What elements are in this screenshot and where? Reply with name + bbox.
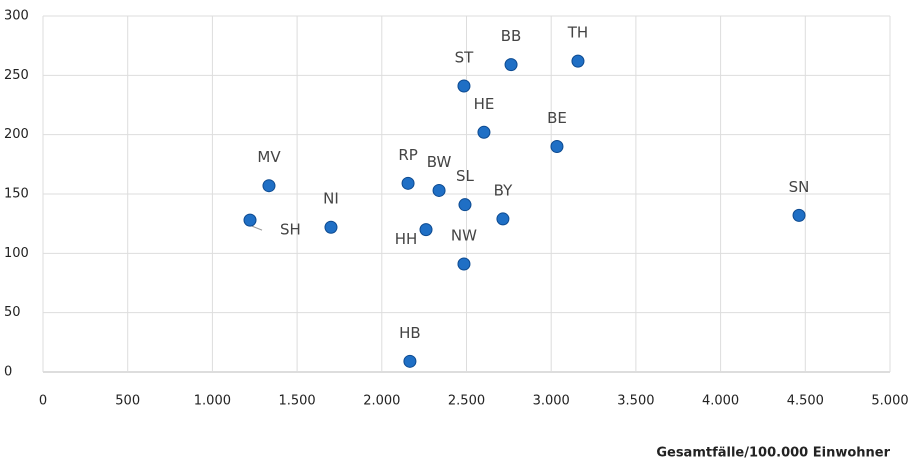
x-tick-label: 500 (115, 394, 140, 409)
y-tick-label: 50 (4, 305, 21, 320)
point (432, 183, 446, 197)
point (496, 212, 510, 226)
x-tick-label: 5.000 (871, 394, 908, 409)
leader-line (251, 225, 263, 231)
point-label: BW (427, 153, 452, 171)
point-label: NW (451, 227, 477, 245)
point-label: NI (323, 190, 339, 208)
point (324, 220, 338, 234)
point-label: MV (257, 148, 281, 166)
point (550, 140, 564, 154)
x-tick-label: 1.500 (278, 394, 315, 409)
point-label: SL (456, 167, 475, 185)
point (457, 257, 471, 271)
point (504, 58, 518, 72)
point-label: SN (789, 178, 810, 196)
point-label: TH (567, 24, 588, 42)
y-tick-label: 100 (4, 246, 29, 261)
x-tick-label: 0 (39, 394, 47, 409)
point-label: HE (474, 95, 495, 113)
x-tick-label: 2.500 (448, 394, 485, 409)
x-axis-label: Gesamtfälle/100.000 Einwohner (656, 446, 890, 461)
point-label: SH (280, 221, 301, 239)
point (401, 176, 415, 190)
point (792, 208, 806, 222)
x-tick-label: 4.500 (787, 394, 824, 409)
point-label: HB (399, 324, 421, 342)
y-tick-label: 150 (4, 187, 29, 202)
y-tick-label: 0 (4, 365, 12, 380)
point (458, 198, 472, 212)
point (477, 125, 491, 139)
point-label: BB (501, 27, 522, 45)
point-label: ST (455, 49, 475, 67)
point-label: RP (398, 146, 417, 164)
y-tick-label: 250 (4, 68, 29, 83)
point (403, 354, 417, 368)
x-tick-label: 3.000 (533, 394, 570, 409)
point-label: HH (395, 230, 418, 248)
y-tick-label: 200 (4, 127, 29, 142)
point (243, 213, 257, 227)
y-tick-label: 300 (4, 9, 29, 24)
point (262, 179, 276, 193)
point-label: BY (494, 181, 513, 199)
x-tick-label: 2.000 (363, 394, 400, 409)
point (419, 223, 433, 237)
x-tick-label: 3.500 (617, 394, 654, 409)
point (571, 54, 585, 68)
x-tick-label: 1.000 (194, 394, 231, 409)
x-tick-label: 4.000 (702, 394, 739, 409)
point-label: BE (547, 109, 567, 127)
point (457, 79, 471, 93)
